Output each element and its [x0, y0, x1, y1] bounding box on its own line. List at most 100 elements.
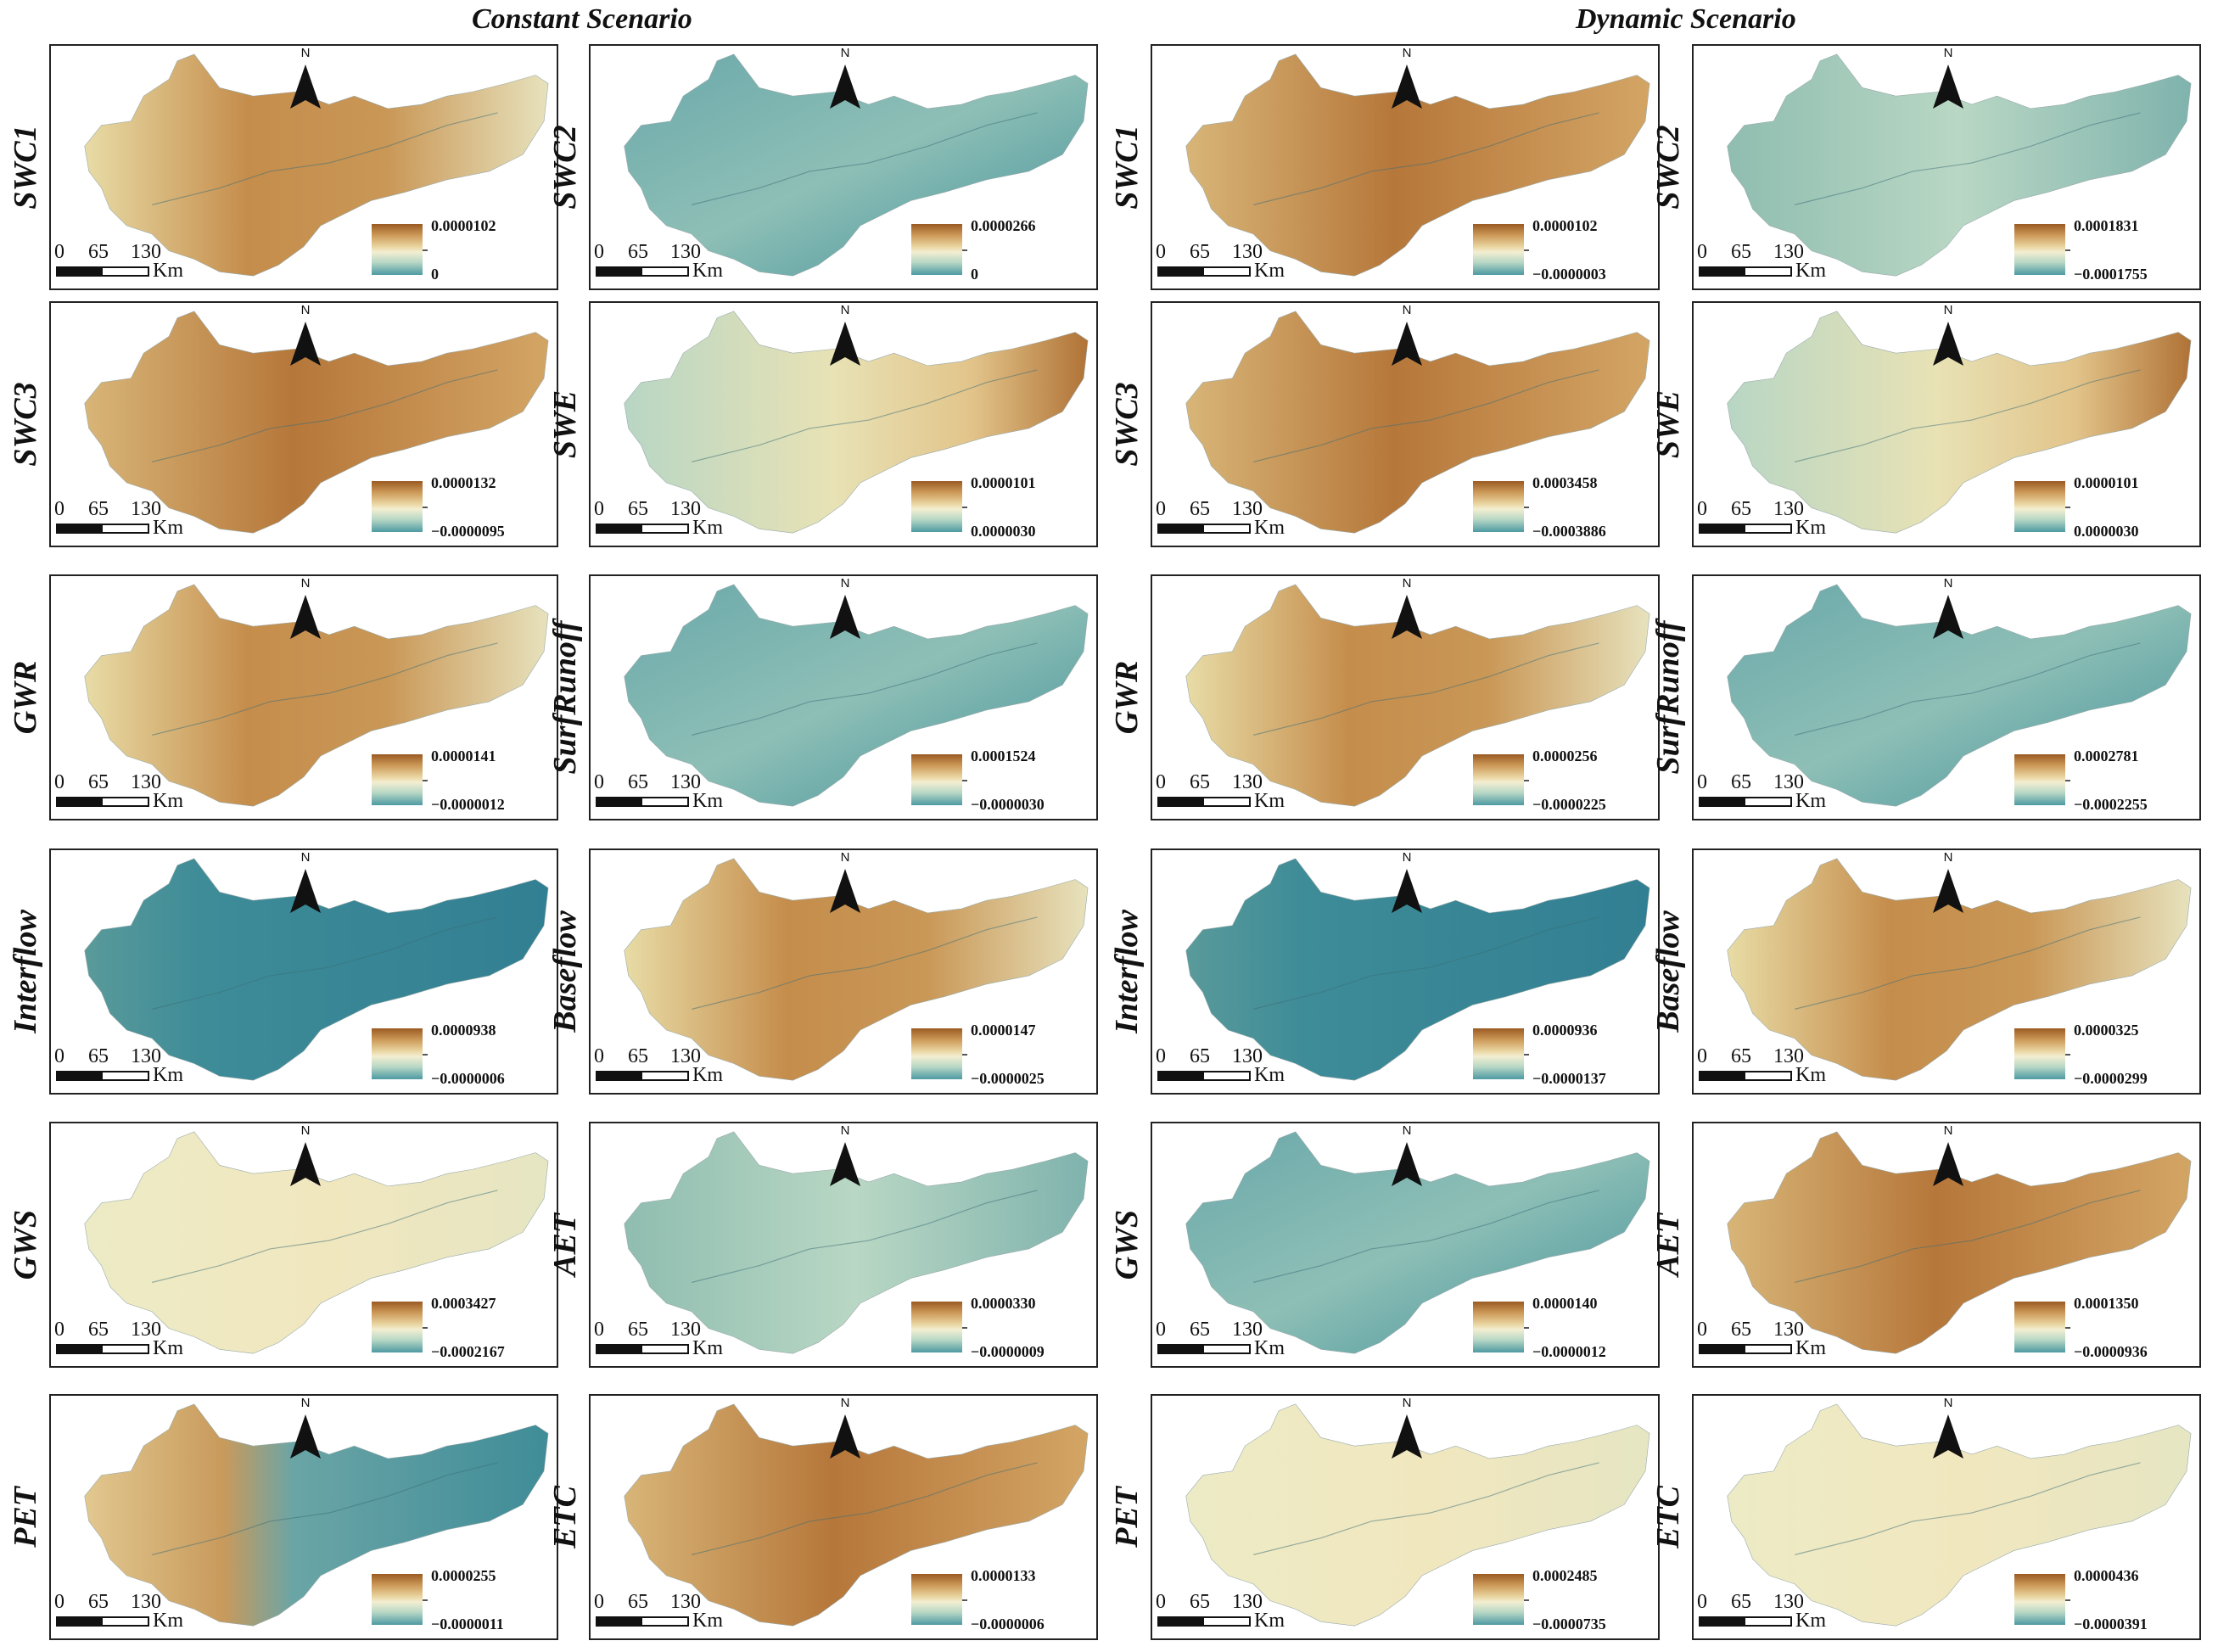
- basin-map: [84, 1403, 549, 1627]
- legend-min-value: −0.0001755: [2074, 266, 2148, 283]
- scale-bar: 0 65 130 Km: [1697, 1319, 1826, 1359]
- river-line: [692, 1190, 1038, 1283]
- scale-bar: 0 65 130 Km: [1156, 241, 1285, 282]
- variable-label: SWE: [1650, 389, 1686, 459]
- legend-ramp: [2014, 1028, 2070, 1079]
- scale-bar: 0 65 130 Km: [1156, 1591, 1285, 1632]
- legend-ramp: [911, 1574, 967, 1625]
- legend-ramp: [2014, 754, 2070, 805]
- variable-label: Baseflow: [547, 910, 583, 1033]
- map-panel-dynamic-surf-runoff: N 0 65 130 Km 0.0002781 −0.0002255: [1692, 574, 2201, 820]
- scale-bar: 0 65 130 Km: [1697, 1045, 1826, 1086]
- legend-min-value: −0.0000006: [431, 1070, 505, 1087]
- variable-label: PET: [8, 1487, 43, 1548]
- river-line: [152, 1190, 498, 1283]
- legend-max-value: 0.0003458: [1532, 474, 1598, 491]
- color-legend: 0.0000133 −0.0000006: [911, 1567, 1089, 1633]
- legend-max-value: 0.0000325: [2074, 1022, 2139, 1039]
- color-legend: 0.0000936 −0.0000137: [1473, 1022, 1651, 1088]
- river-line: [1253, 369, 1599, 462]
- scale-bar: 0 65 130 Km: [1156, 498, 1285, 539]
- variable-label: SWC1: [1109, 125, 1145, 210]
- legend-min-value: −0.0000025: [971, 1070, 1045, 1087]
- basin-map: [1727, 1131, 2192, 1354]
- basin-map: [624, 53, 1089, 277]
- variable-label: SWC3: [8, 382, 43, 467]
- basin-map: [624, 311, 1089, 534]
- legend-ramp: [2014, 1574, 2070, 1625]
- legend-min-value: −0.0000009: [971, 1343, 1045, 1360]
- north-arrow-icon: N: [826, 1123, 865, 1191]
- scale-bar: 0 65 130 Km: [1156, 1319, 1285, 1359]
- scale-bar: 0 65 130 Km: [1697, 498, 1826, 539]
- north-arrow-icon: N: [826, 46, 865, 114]
- map-panel-dynamic-swe: N 0 65 130 Km 0.0000101 0.0000030: [1692, 301, 2201, 547]
- legend-min-value: 0: [971, 266, 978, 283]
- legend-ramp: [372, 1028, 428, 1079]
- legend-max-value: 0.0000101: [2074, 474, 2139, 491]
- legend-max-value: 0.0000330: [971, 1295, 1036, 1312]
- legend-min-value: 0.0000030: [2074, 523, 2139, 540]
- color-legend: 0.0001350 −0.0000936: [2014, 1295, 2193, 1361]
- scale-bar: 0 65 130 Km: [594, 241, 723, 282]
- map-panel-dynamic-swc2: N 0 65 130 Km 0.0001831 −0.0001755: [1692, 44, 2201, 290]
- north-arrow-icon: N: [286, 1123, 325, 1191]
- legend-max-value: 0.0001350: [2074, 1295, 2139, 1312]
- river-line: [1253, 1462, 1599, 1555]
- map-panel-dynamic-aet: N 0 65 130 Km 0.0001350 −0.0000936: [1692, 1122, 2201, 1368]
- river-line: [692, 112, 1038, 205]
- river-line: [1795, 916, 2141, 1010]
- legend-ramp: [911, 1028, 967, 1079]
- legend-max-value: 0.0001524: [971, 748, 1036, 764]
- variable-label: ETC: [1650, 1486, 1686, 1548]
- color-legend: 0.0001524 −0.0000030: [911, 748, 1089, 814]
- north-arrow-icon: N: [1929, 850, 1968, 918]
- map-panel-constant-swe: N 0 65 130 Km 0.0000101 0.0000030: [589, 301, 1098, 547]
- basin-map: [1727, 311, 2192, 534]
- basin-map: [1185, 584, 1650, 807]
- legend-max-value: 0.0000256: [1532, 748, 1598, 764]
- legend-ramp: [372, 1574, 428, 1625]
- north-arrow-icon: N: [826, 850, 865, 918]
- map-panel-constant-surf-runoff: N 0 65 130 Km 0.0001524 −0.0000030: [589, 574, 1098, 820]
- legend-ramp: [2014, 1302, 2070, 1352]
- variable-label: GWR: [1109, 660, 1145, 735]
- basin-map: [84, 858, 549, 1081]
- north-arrow-icon: N: [1387, 850, 1426, 918]
- legend-max-value: 0.0000140: [1532, 1295, 1598, 1312]
- legend-max-value: 0.0000141: [431, 748, 496, 764]
- color-legend: 0.0000938 −0.0000006: [372, 1022, 550, 1088]
- river-line: [152, 112, 498, 205]
- north-arrow-icon: N: [1387, 1123, 1426, 1191]
- map-panel-dynamic-baseflow: N 0 65 130 Km 0.0000325 −0.0000299: [1692, 848, 2201, 1095]
- legend-max-value: 0.0000255: [431, 1567, 496, 1584]
- map-panel-constant-swc1: N 0 65 130 Km 0.0000102 0: [49, 44, 558, 290]
- variable-label: AET: [1650, 1213, 1686, 1276]
- legend-min-value: −0.0000011: [431, 1616, 504, 1632]
- legend-min-value: −0.0000735: [1532, 1616, 1606, 1632]
- basin-map: [1185, 311, 1650, 534]
- variable-label: ETC: [547, 1486, 583, 1548]
- legend-ramp: [372, 481, 428, 532]
- river-line: [692, 1462, 1038, 1555]
- legend-ramp: [372, 754, 428, 805]
- legend-max-value: 0.0000938: [431, 1022, 496, 1039]
- legend-ramp: [372, 1302, 428, 1352]
- color-legend: 0.0000102 0: [372, 217, 550, 283]
- north-arrow-icon: N: [826, 576, 865, 644]
- river-line: [692, 916, 1038, 1010]
- legend-min-value: −0.0000006: [971, 1616, 1045, 1632]
- map-panel-constant-swc3: N 0 65 130 Km 0.0000132 −0.0000095: [49, 301, 558, 547]
- basin-map: [624, 584, 1089, 807]
- legend-ramp: [1473, 1028, 1529, 1079]
- color-legend: 0.0000132 −0.0000095: [372, 474, 550, 540]
- basin-map: [1185, 858, 1650, 1081]
- scale-bar: 0 65 130 Km: [594, 1319, 723, 1359]
- scale-bar: 0 65 130 Km: [54, 771, 183, 812]
- basin-map: [1185, 1403, 1650, 1627]
- variable-label: SurfRunoff: [547, 620, 583, 775]
- legend-min-value: 0.0000030: [971, 523, 1036, 540]
- north-arrow-icon: N: [1929, 1396, 1968, 1464]
- scale-bar: 0 65 130 Km: [54, 498, 183, 539]
- basin-map: [1727, 1403, 2192, 1627]
